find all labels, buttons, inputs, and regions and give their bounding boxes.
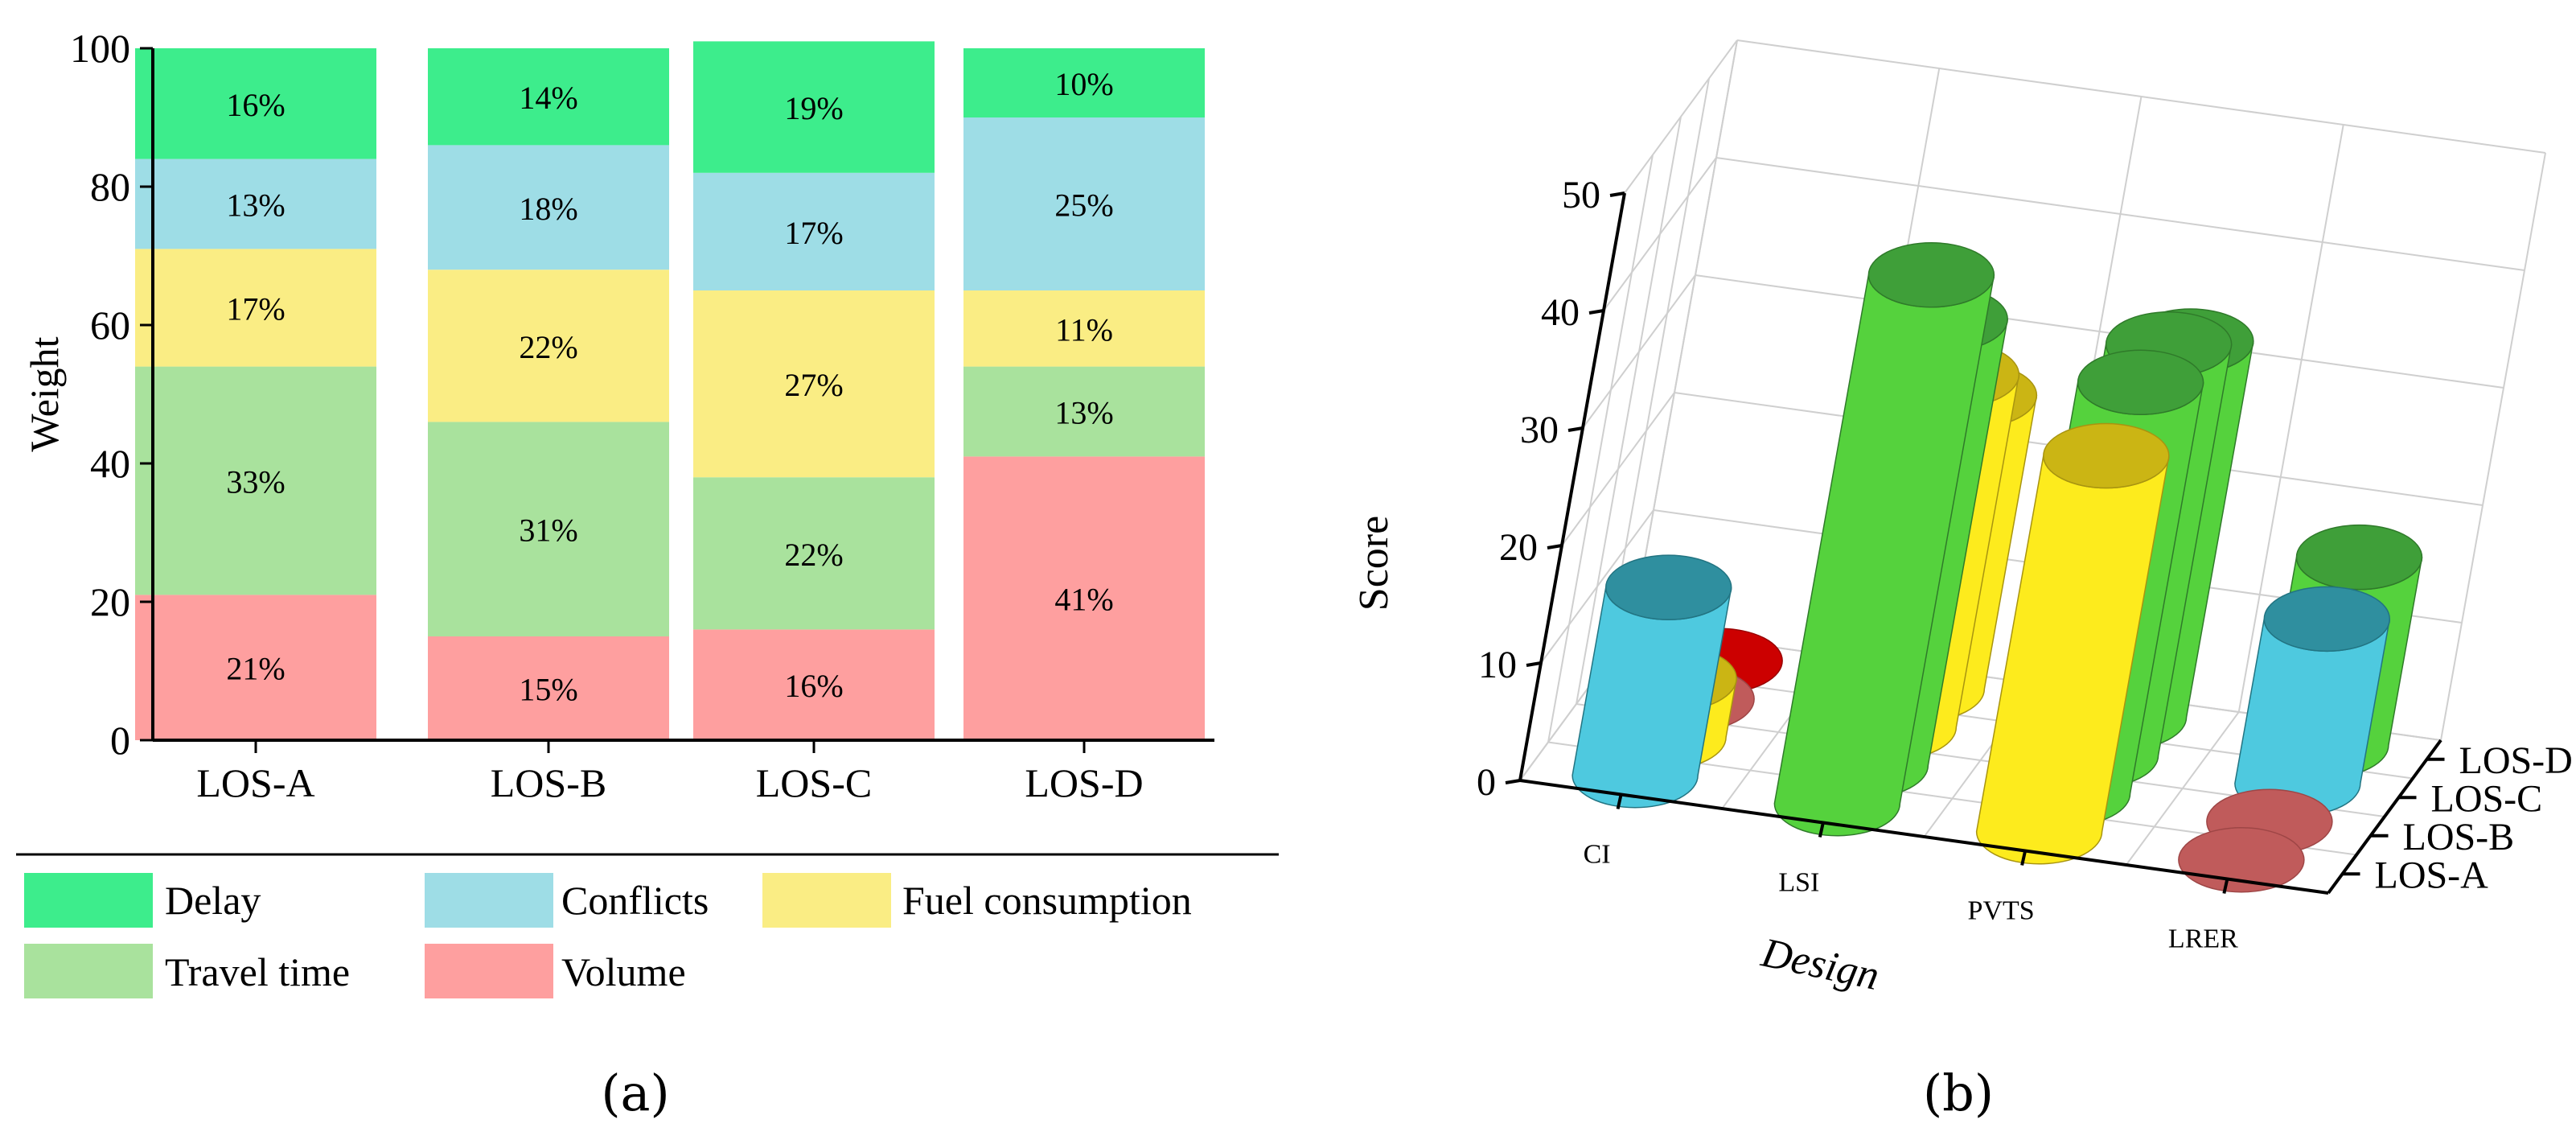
bar3d-side xyxy=(1572,587,1732,808)
data-label-los-c-fuel-consumption: 27% xyxy=(784,367,843,403)
data-label-los-d-volume: 41% xyxy=(1054,582,1113,618)
bar3d-cap xyxy=(2044,424,2169,488)
x-axis-label: Design xyxy=(1756,929,1883,999)
x-tick-label: CI xyxy=(1584,840,1611,870)
y-tick-label: LOS-A xyxy=(2375,854,2489,896)
y-tick-label: 60 xyxy=(90,303,130,348)
bar3d-lrer-los-c xyxy=(2235,587,2389,815)
z-tick-mark xyxy=(1547,545,1562,548)
legend-swatch-volume xyxy=(425,944,553,998)
data-label-los-c-volume: 16% xyxy=(784,668,843,704)
panel-label-b: (b) xyxy=(1923,1064,1994,1122)
legend-label-conflicts: Conflicts xyxy=(561,878,709,923)
y-tick-label: LOS-C xyxy=(2431,777,2543,820)
panel-label-a: (a) xyxy=(601,1064,669,1122)
data-label-los-b-delay: 14% xyxy=(519,80,577,116)
z-tick-label: 20 xyxy=(1499,526,1538,569)
data-label-los-d-fuel-consumption: 11% xyxy=(1055,311,1113,348)
x-tick-label: LOS-A xyxy=(196,760,314,805)
y-tick-label: LOS-B xyxy=(2403,816,2515,858)
3d-bars xyxy=(1572,243,2422,892)
bar3d-cap xyxy=(2264,587,2389,651)
legend-swatch-travel-time xyxy=(24,944,153,998)
x-tick-label: LOS-C xyxy=(756,760,872,805)
data-label-los-a-fuel-consumption: 17% xyxy=(226,291,285,327)
z-tick-mark xyxy=(1506,780,1520,783)
y-tick-label: 80 xyxy=(90,164,130,209)
legend-swatch-conflicts xyxy=(425,873,553,928)
bar3d-cap xyxy=(2296,525,2422,590)
data-label-los-b-travel-time: 31% xyxy=(519,512,577,549)
legend-label-delay: Delay xyxy=(165,878,261,923)
data-label-los-c-delay: 19% xyxy=(784,90,843,126)
y-tick-label: 20 xyxy=(90,579,130,624)
stacked-bars xyxy=(135,41,1205,740)
data-label-los-a-delay: 16% xyxy=(226,87,285,123)
z-tick-mark xyxy=(1610,193,1625,196)
data-label-los-a-volume: 21% xyxy=(226,651,285,687)
bar3d-cap xyxy=(1606,555,1732,620)
data-label-los-d-delay: 10% xyxy=(1054,66,1113,102)
z-tick-mark xyxy=(1568,428,1583,430)
back-wall-gridline xyxy=(2441,153,2545,740)
legend-label-volume: Volume xyxy=(561,949,686,994)
z-axis-label: Score xyxy=(1351,516,1397,611)
y-tick-label: 0 xyxy=(110,718,130,763)
x-tick-label: PVTS xyxy=(1968,896,2035,926)
legend-label-fuel-consumption: Fuel consumption xyxy=(902,878,1192,923)
z-tick-label: 40 xyxy=(1541,291,1580,334)
x-tick-label: LOS-B xyxy=(491,760,606,805)
z-tick-label: 50 xyxy=(1562,174,1600,216)
y-tick-label: 40 xyxy=(90,441,130,486)
y-tick-label: 100 xyxy=(70,26,130,71)
data-label-los-d-travel-time: 13% xyxy=(1054,395,1113,431)
data-label-los-b-volume: 15% xyxy=(519,672,577,708)
z-tick-label: 10 xyxy=(1478,644,1517,686)
data-label-los-a-conflicts: 13% xyxy=(226,187,285,224)
data-label-los-a-travel-time: 33% xyxy=(226,464,285,500)
x-tick-label: LSI xyxy=(1778,868,1819,898)
x-tick-label: LOS-D xyxy=(1025,760,1143,805)
z-tick-label: 30 xyxy=(1520,409,1559,451)
legend-label-travel-time: Travel time xyxy=(165,949,350,994)
stacked-bar-panel: 21% 33% 17% 13% 16% 15% 31% 22% 18% 14% 16% 22% 27% 1… xyxy=(16,26,1279,1122)
data-label-los-d-conflicts: 25% xyxy=(1054,187,1113,224)
z-tick-mark xyxy=(1526,663,1541,665)
legend: Delay Conflicts Fuel consumption Travel … xyxy=(24,873,1192,998)
data-label-los-c-conflicts: 17% xyxy=(784,215,843,251)
legend-swatch-delay xyxy=(24,873,153,928)
z-tick-mark xyxy=(1589,311,1604,313)
data-label-los-b-conflicts: 18% xyxy=(519,191,577,227)
legend-swatch-fuel-consumption xyxy=(762,873,891,928)
y-tick-label: LOS-D xyxy=(2459,739,2573,782)
x-ticks: LOS-A LOS-B LOS-C LOS-D xyxy=(196,740,1143,805)
x-tick-label: LRER xyxy=(2168,924,2238,954)
data-label-los-b-fuel-consumption: 22% xyxy=(519,329,577,365)
data-label-los-c-travel-time: 22% xyxy=(784,537,843,573)
bar3d-cap xyxy=(1868,243,1994,307)
z-tick-label: 0 xyxy=(1477,761,1496,804)
bar3d-cap xyxy=(2078,350,2204,414)
y-axis-label: Weight xyxy=(22,336,67,451)
side-wall-gridline xyxy=(1633,40,1737,628)
bar3d-panel: 0 10 20 30 40 50 CI LSI PVTS LRER LOS-ALOS-BLOS-CL… xyxy=(1351,40,2573,1122)
